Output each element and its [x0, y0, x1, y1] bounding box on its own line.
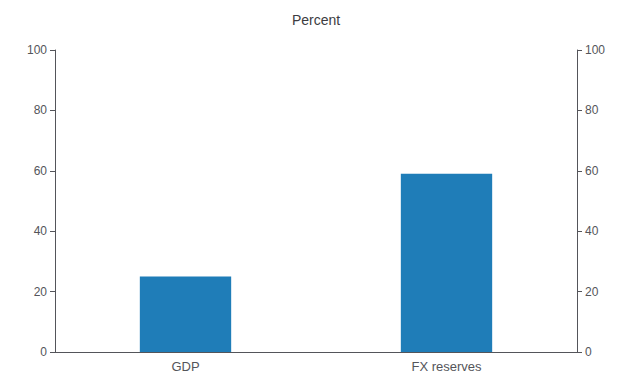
svg-text:80: 80 — [34, 103, 48, 117]
svg-text:100: 100 — [585, 43, 605, 57]
svg-text:0: 0 — [585, 345, 592, 359]
svg-text:Percent: Percent — [292, 12, 340, 28]
svg-text:GDP: GDP — [171, 359, 199, 374]
svg-text:100: 100 — [27, 43, 47, 57]
svg-text:20: 20 — [585, 285, 599, 299]
svg-text:0: 0 — [40, 345, 47, 359]
svg-text:80: 80 — [585, 103, 599, 117]
svg-text:40: 40 — [585, 224, 599, 238]
svg-text:60: 60 — [34, 164, 48, 178]
svg-text:20: 20 — [34, 285, 48, 299]
svg-text:FX reserves: FX reserves — [411, 359, 482, 374]
svg-text:40: 40 — [34, 224, 48, 238]
svg-text:60: 60 — [585, 164, 599, 178]
